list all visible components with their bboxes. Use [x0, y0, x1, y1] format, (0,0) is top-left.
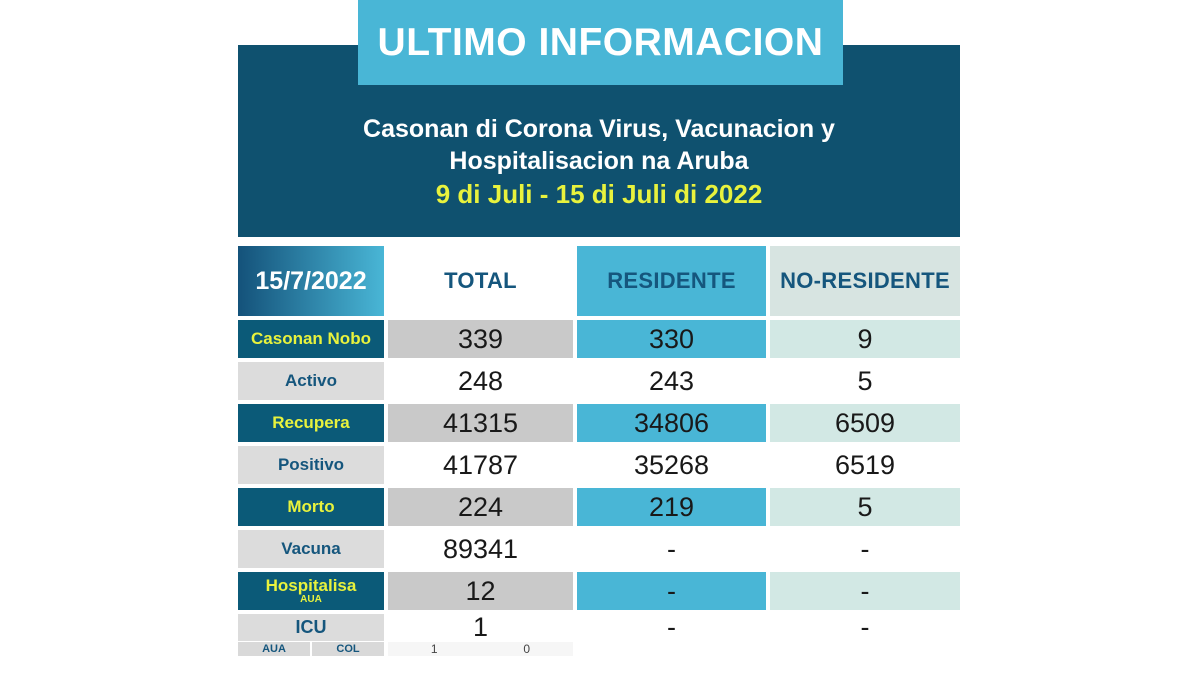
empty-cell [770, 642, 960, 656]
table-header-row: 15/7/2022 TOTAL RESIDENTE NO-RESIDENTE [238, 246, 960, 316]
icu-breakdown-labels: AUA COL [238, 642, 384, 656]
residente-value-cell: - [577, 530, 766, 568]
hero-title-line2: Hospitalisacion na Aruba [449, 147, 749, 175]
total-value-cell: 41787 [388, 446, 573, 484]
row-label-cell: Activo [238, 362, 384, 400]
no-residente-value-cell: - [770, 530, 960, 568]
row-hospitalisa: Hospitalisa AUA 12 - - [238, 572, 960, 610]
total-value-cell: 89341 [388, 530, 573, 568]
row-vacuna: Vacuna 89341 - - [238, 530, 960, 568]
icu-col-value: 0 [523, 642, 531, 656]
total-value-cell: 248 [388, 362, 573, 400]
total-value-cell: 1 [388, 614, 573, 641]
no-residente-value-cell: 5 [770, 362, 960, 400]
row-icu: ICU 1 - - [238, 614, 960, 641]
total-value-cell: 339 [388, 320, 573, 358]
row-casonan-nobo: Casonan Nobo 339 330 9 [238, 320, 960, 358]
icu-aua-label: AUA [238, 642, 310, 656]
hospitalisa-sublabel: AUA [300, 594, 322, 605]
total-value-cell: 41315 [388, 404, 573, 442]
icu-breakdown-row: AUA COL 1 0 [238, 642, 960, 656]
row-positivo: Positivo 41787 35268 6519 [238, 446, 960, 484]
header-total-cell: TOTAL [388, 246, 573, 316]
icu-breakdown-values: 1 0 [388, 642, 573, 656]
hero-date-range: 9 di Juli - 15 di Juli di 2022 [435, 179, 763, 209]
empty-cell [577, 642, 766, 656]
header-residente-cell: RESIDENTE [577, 246, 766, 316]
header-date-cell: 15/7/2022 [238, 246, 384, 316]
hero-text-block: Casonan di Corona Virus, Vacunacion y Ho… [238, 113, 960, 211]
total-value-cell: 224 [388, 488, 573, 526]
residente-value-cell: 35268 [577, 446, 766, 484]
no-residente-value-cell: 6519 [770, 446, 960, 484]
no-residente-value-cell: - [770, 614, 960, 641]
icu-aua-value: 1 [430, 642, 438, 656]
hospitalisa-label: Hospitalisa [265, 576, 357, 595]
data-table: 15/7/2022 TOTAL RESIDENTE NO-RESIDENTE C… [238, 246, 960, 656]
residente-value-cell: - [577, 572, 766, 610]
banner-title: ULTIMO INFORMACION [377, 20, 824, 64]
row-activo: Activo 248 243 5 [238, 362, 960, 400]
residente-value-cell: - [577, 614, 766, 641]
no-residente-value-cell: 9 [770, 320, 960, 358]
no-residente-value-cell: 5 [770, 488, 960, 526]
row-morto: Morto 224 219 5 [238, 488, 960, 526]
row-label-cell: Vacuna [238, 530, 384, 568]
residente-value-cell: 219 [577, 488, 766, 526]
row-label-cell: Positivo [238, 446, 384, 484]
row-label-cell: ICU [238, 614, 384, 641]
row-recupera: Recupera 41315 34806 6509 [238, 404, 960, 442]
no-residente-value-cell: - [770, 572, 960, 610]
total-value-cell: 12 [388, 572, 573, 610]
residente-value-cell: 330 [577, 320, 766, 358]
residente-value-cell: 243 [577, 362, 766, 400]
row-label-cell: Casonan Nobo [238, 320, 384, 358]
no-residente-value-cell: 6509 [770, 404, 960, 442]
top-banner: ULTIMO INFORMACION [358, 0, 843, 85]
row-label-cell: Recupera [238, 404, 384, 442]
icu-col-label: COL [312, 642, 384, 656]
header-no-residente-cell: NO-RESIDENTE [770, 246, 960, 316]
row-label-cell: Morto [238, 488, 384, 526]
residente-value-cell: 34806 [577, 404, 766, 442]
row-label-cell: Hospitalisa AUA [238, 572, 384, 610]
hero-title-line1: Casonan di Corona Virus, Vacunacion y [363, 115, 835, 143]
